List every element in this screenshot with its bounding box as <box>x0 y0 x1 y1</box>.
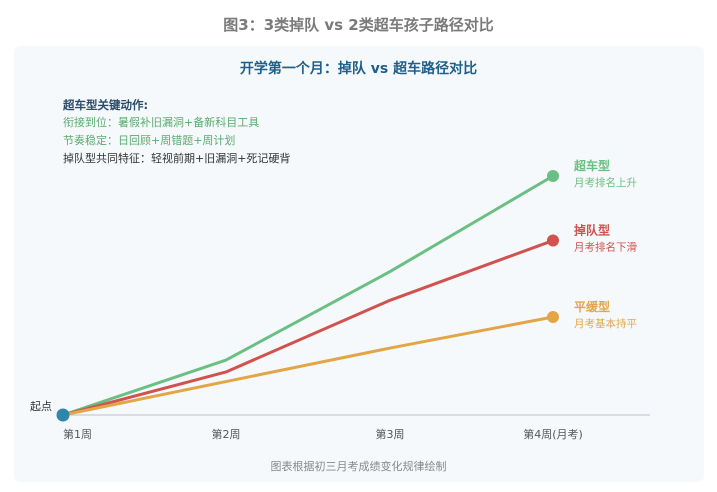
start-label: 起点 <box>30 400 52 413</box>
x-tick-label: 第3周 <box>376 427 405 441</box>
series-name-label: 平缓型 <box>574 299 610 314</box>
start-point <box>56 408 70 422</box>
notes-line-1: 衔接到位：暑假补旧漏洞+备新科目工具 <box>63 116 260 129</box>
series-end-point-2 <box>547 311 559 324</box>
series-sub-label: 月考基本持平 <box>574 317 637 330</box>
series-end-point-0 <box>547 170 559 182</box>
chart-title: 开学第一个月：掉队 vs 超车路径对比 <box>239 61 478 77</box>
x-tick-label: 第4周(月考) <box>523 427 583 441</box>
series-sub-label: 月考排名下滑 <box>574 241 637 254</box>
series-name-label: 超车型 <box>573 158 610 173</box>
notes-line-2: 节奏稳定：日回顾+周错题+周计划 <box>63 134 236 147</box>
series-line-2 <box>61 315 555 417</box>
footnote: 图表根据初三月考成绩变化规律绘制 <box>270 460 447 473</box>
series-end-point-1 <box>547 234 559 247</box>
chart-panel <box>14 46 704 482</box>
notes-common: 掉队型共同特征：轻视前期+旧漏洞+死记硬背 <box>63 152 291 165</box>
x-tick-label: 第1周 <box>63 427 92 441</box>
notes-box: 超车型关键动作: 衔接到位：暑假补旧漏洞+备新科目工具 节奏稳定：日回顾+周错题… <box>63 96 290 168</box>
figure-title: 图3：3类掉队 vs 2类超车孩子路径对比 <box>223 16 494 34</box>
series-line-1 <box>61 239 555 417</box>
series-sub-label: 月考排名上升 <box>574 176 637 189</box>
x-tick-label: 第2周 <box>212 427 241 441</box>
series-line-0 <box>61 174 555 417</box>
notes-title: 超车型关键动作: <box>63 98 149 112</box>
series-name-label: 掉队型 <box>574 223 610 238</box>
